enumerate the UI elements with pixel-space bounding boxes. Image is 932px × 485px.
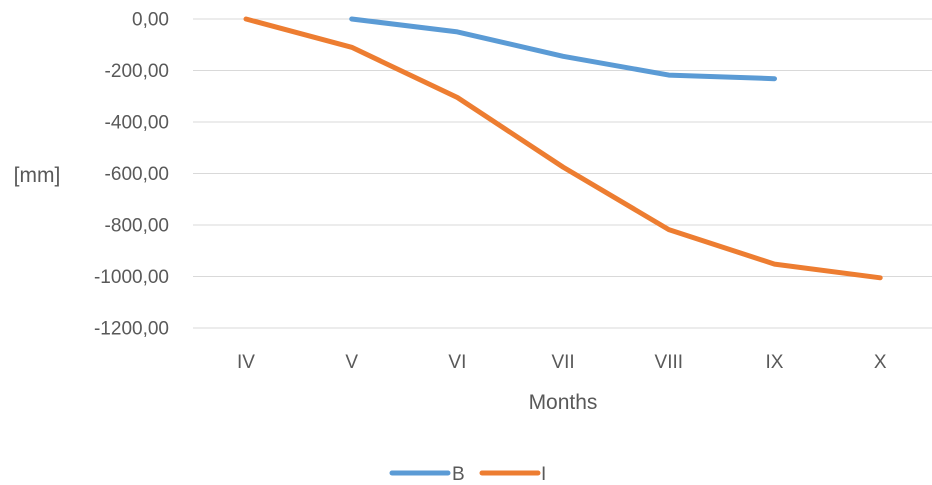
x-tick-label: IV <box>237 352 255 373</box>
y-tick-label: -1000,00 <box>94 267 169 288</box>
y-tick-label: 0,00 <box>132 10 169 31</box>
x-axis-title: Months <box>529 391 598 414</box>
series-line-B <box>349 16 777 82</box>
series-line-I <box>243 16 883 281</box>
y-tick-label: -200,00 <box>105 61 169 82</box>
x-tick-label: VII <box>551 352 574 373</box>
legend-item-B: B <box>389 464 465 485</box>
x-tick-label: IX <box>766 352 784 373</box>
y-axis-tick-labels: 0,00 -200,00 -400,00 -600,00 -800,00 -1000,00… <box>94 10 169 340</box>
y-tick-label: -600,00 <box>105 164 169 185</box>
legend-item-I: I <box>479 464 546 485</box>
y-tick-label: -400,00 <box>105 113 169 134</box>
x-tick-label: X <box>874 352 887 373</box>
y-tick-label: -800,00 <box>105 216 169 237</box>
legend-label: I <box>541 464 546 485</box>
x-axis-tick-labels: IV V VI VII VIII IX X <box>237 352 887 373</box>
y-axis-title: [mm] <box>14 164 61 187</box>
x-tick-label: V <box>345 352 358 373</box>
gridlines <box>193 18 932 329</box>
x-tick-label: VI <box>448 352 466 373</box>
legend-label: B <box>452 464 465 485</box>
y-tick-label: -1200,00 <box>94 319 169 340</box>
x-tick-label: VIII <box>655 352 684 373</box>
series-lines <box>243 16 883 281</box>
